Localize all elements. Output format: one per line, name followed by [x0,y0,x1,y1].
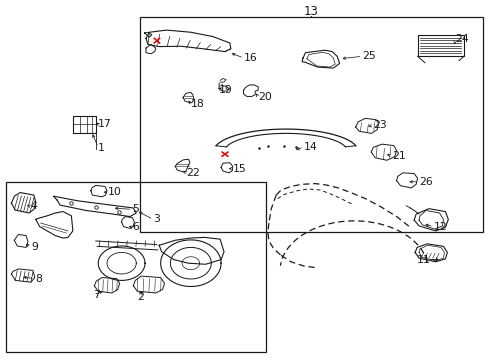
Text: 4: 4 [31,201,38,211]
Text: 10: 10 [108,187,122,197]
Text: 17: 17 [98,119,112,129]
Text: 1: 1 [98,143,105,153]
Text: 14: 14 [304,142,317,152]
Text: 25: 25 [362,51,375,61]
Text: 26: 26 [418,177,432,187]
Text: 15: 15 [232,163,246,174]
Text: 8: 8 [35,274,41,284]
Text: 12: 12 [433,222,447,232]
Text: 11→: 11→ [416,255,439,265]
Text: 24: 24 [454,35,468,44]
Text: 18: 18 [190,99,204,109]
Text: 16: 16 [244,53,257,63]
Text: 2: 2 [137,292,144,302]
Text: 21: 21 [391,150,405,161]
Text: 20: 20 [258,92,271,102]
Text: 19: 19 [218,85,232,95]
Text: 22: 22 [185,168,199,178]
Text: 6: 6 [132,222,139,232]
Bar [5,182,266,352]
Bar [417,35,463,56]
Text: 5: 5 [132,204,139,215]
Text: 23: 23 [372,121,386,130]
Text: 3: 3 [153,215,160,224]
Bar [140,17,483,232]
Text: 9: 9 [31,242,38,252]
Text: 7: 7 [93,291,100,301]
Text: 13: 13 [303,5,318,18]
